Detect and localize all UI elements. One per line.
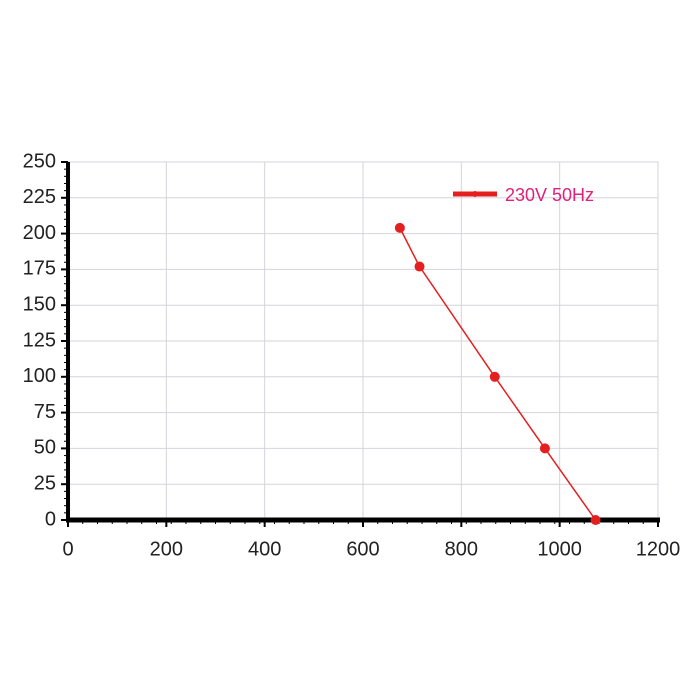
x-tick-label: 600 <box>346 538 379 560</box>
x-tick-label: 1000 <box>537 538 582 560</box>
x-tick-label: 200 <box>150 538 183 560</box>
data-point <box>414 261 425 272</box>
data-point <box>489 371 500 382</box>
data-point <box>394 222 405 233</box>
y-tick-label: 200 <box>23 222 56 244</box>
x-tick-label: 800 <box>445 538 478 560</box>
x-tick-label: 1200 <box>636 538 681 560</box>
y-tick-label: 125 <box>23 329 56 351</box>
y-tick-label: 75 <box>34 401 56 423</box>
x-tick-label: 0 <box>62 538 73 560</box>
y-tick-label: 225 <box>23 186 56 208</box>
y-tick-label: 150 <box>23 293 56 315</box>
legend-marker <box>472 191 478 197</box>
y-tick-label: 175 <box>23 258 56 280</box>
y-tick-label: 0 <box>45 508 56 530</box>
y-tick-label: 250 <box>23 150 56 172</box>
data-point <box>590 515 601 525</box>
y-tick-label: 25 <box>34 472 56 494</box>
data-point <box>539 443 550 454</box>
legend-label: 230V 50Hz <box>505 185 594 205</box>
x-tick-label: 400 <box>248 538 281 560</box>
y-tick-label: 50 <box>34 437 56 459</box>
y-tick-label: 100 <box>23 365 56 387</box>
